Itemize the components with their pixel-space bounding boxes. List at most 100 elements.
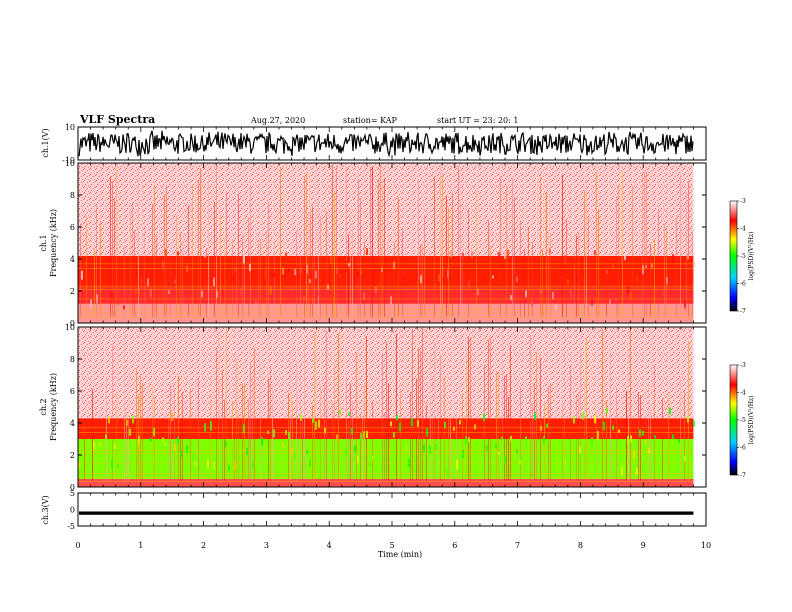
spectrogram-burst <box>498 252 500 260</box>
spectrogram-streak <box>420 350 421 481</box>
spectrogram-streak <box>182 239 183 317</box>
spectrogram-streak <box>542 249 543 317</box>
spectrogram-burst <box>360 270 362 275</box>
spectrogram-ch1-yticks: 0 2 4 6 8 10 <box>65 159 706 328</box>
spectrogram-burst <box>246 448 248 456</box>
spectrogram-burst <box>399 422 401 432</box>
spectrogram-streak <box>274 241 275 317</box>
spectrogram-streak <box>448 207 449 317</box>
spectrogram-streak <box>616 386 617 481</box>
spectrogram-burst <box>213 461 215 469</box>
spectrogram-streak <box>242 235 243 317</box>
spectrogram-burst <box>171 272 173 277</box>
spectrogram-burst <box>348 262 350 267</box>
spectrogram-burst <box>393 432 395 438</box>
spectrogram-burst <box>519 460 521 465</box>
spectrogram-streak <box>440 164 441 317</box>
spectrogram-streak <box>632 185 633 317</box>
spectrogram-burst <box>273 429 275 438</box>
colorbar-gradient <box>729 200 738 312</box>
spectrogram-streak <box>508 397 509 481</box>
spectrogram-streak <box>332 165 333 317</box>
spectrogram-burst <box>630 292 632 300</box>
spectrogram-burst <box>543 436 545 444</box>
spectrogram-burst <box>186 445 188 454</box>
spectrogram-burst <box>609 299 611 305</box>
spectrogram-burst <box>534 413 536 420</box>
spectrogram-streak <box>654 365 655 481</box>
spectrogram-streak <box>84 422 85 481</box>
spectrogram-streak <box>312 206 313 317</box>
spectrogram-burst <box>177 437 179 444</box>
spectrogram-burst <box>414 249 416 257</box>
spectrogram-streak <box>644 171 645 317</box>
spectrogram-streak <box>606 400 607 481</box>
spectrogram-streak <box>206 247 207 317</box>
spectrogram-burst <box>618 429 620 434</box>
spectrogram-streak <box>236 256 237 317</box>
spectrogram-burst <box>486 444 488 452</box>
spectrogram-streak <box>462 393 463 481</box>
spectrogram-burst <box>210 421 212 431</box>
spectrogram-streak <box>424 215 425 317</box>
spectrogram-streak <box>382 353 383 481</box>
spectrogram-streak <box>642 172 643 317</box>
time-tick-label: 7 <box>515 541 520 550</box>
spectrogram-ch2-image <box>78 327 695 487</box>
spectrogram-streak <box>596 408 597 481</box>
spectrogram-burst <box>594 415 596 424</box>
time-axis: 0 1 2 3 4 5 6 7 8 9 10 <box>75 127 711 550</box>
spectrogram-band <box>78 287 694 304</box>
colorbar-tick-label: -6 <box>740 281 746 288</box>
spectrogram-streak <box>616 195 617 317</box>
spectrogram-band <box>78 418 694 439</box>
spectrogram-streak <box>422 245 423 317</box>
spectrogram-streak <box>468 337 469 481</box>
spectrogram-burst <box>468 281 470 290</box>
spectrogram-burst <box>360 433 362 441</box>
spectrogram-ch2-panel: 0 2 4 6 8 10 ch.2 Frequency (kHz) -3 -4 -5 -6 -7 l… <box>39 323 755 492</box>
colorbar-tick-label: -3 <box>740 362 746 369</box>
spectrogram-streak <box>370 166 371 317</box>
figure-title: VLF Spectra <box>79 113 155 126</box>
spectrogram-streak <box>680 173 681 317</box>
spectrogram-burst <box>591 299 593 306</box>
spectrogram-streak <box>362 341 363 481</box>
spectrogram-streak <box>640 395 641 481</box>
spectrogram-burst <box>111 459 113 468</box>
spectrogram-streak <box>174 388 175 481</box>
spectrogram-burst <box>306 450 308 455</box>
spectrogram-streak <box>144 224 145 317</box>
spectrogram-burst <box>552 291 554 300</box>
spectrogram-streak <box>500 176 501 317</box>
station-label: station= KAP <box>343 116 398 125</box>
spectrogram-burst <box>396 414 398 421</box>
spectrogram-burst <box>207 459 209 469</box>
spectrogram-streak <box>304 339 305 481</box>
spectrogram-streak <box>412 329 413 481</box>
spectrogram-streak <box>532 242 533 317</box>
spectrogram-burst <box>465 436 467 445</box>
time-tick-label: 2 <box>201 541 206 550</box>
spectrogram-streak <box>510 344 511 481</box>
spectrogram-burst <box>234 461 236 470</box>
spectrogram-ch1-panel: 0 2 4 6 8 10 ch.1 Frequency (kHz) -3 -4 -5 -6 -7 l… <box>39 159 755 328</box>
spectrogram-burst <box>255 300 257 305</box>
spectrogram-burst <box>507 249 509 258</box>
colorbar-ch2: -3 -4 -5 -6 -7 log(PSD)(V²/Hz) <box>729 362 755 479</box>
spectrogram-burst <box>243 424 245 434</box>
spectrogram-streak <box>168 418 169 481</box>
spectrogram-streak <box>438 406 439 481</box>
spectrogram-streak <box>296 230 297 317</box>
spectrogram-streak <box>216 165 217 317</box>
spectrogram-burst <box>108 416 110 424</box>
spectrogram-ytick-label: 0 <box>70 319 75 328</box>
spectrogram-burst <box>135 289 137 294</box>
spectrogram-burst <box>216 291 218 298</box>
spectrogram-burst <box>267 430 269 434</box>
spectrogram-streak <box>222 369 223 481</box>
spectrogram-streak <box>550 235 551 317</box>
spectrogram-burst <box>315 270 317 279</box>
spectrogram-streak <box>326 331 327 481</box>
spectrogram-streak <box>96 204 97 317</box>
